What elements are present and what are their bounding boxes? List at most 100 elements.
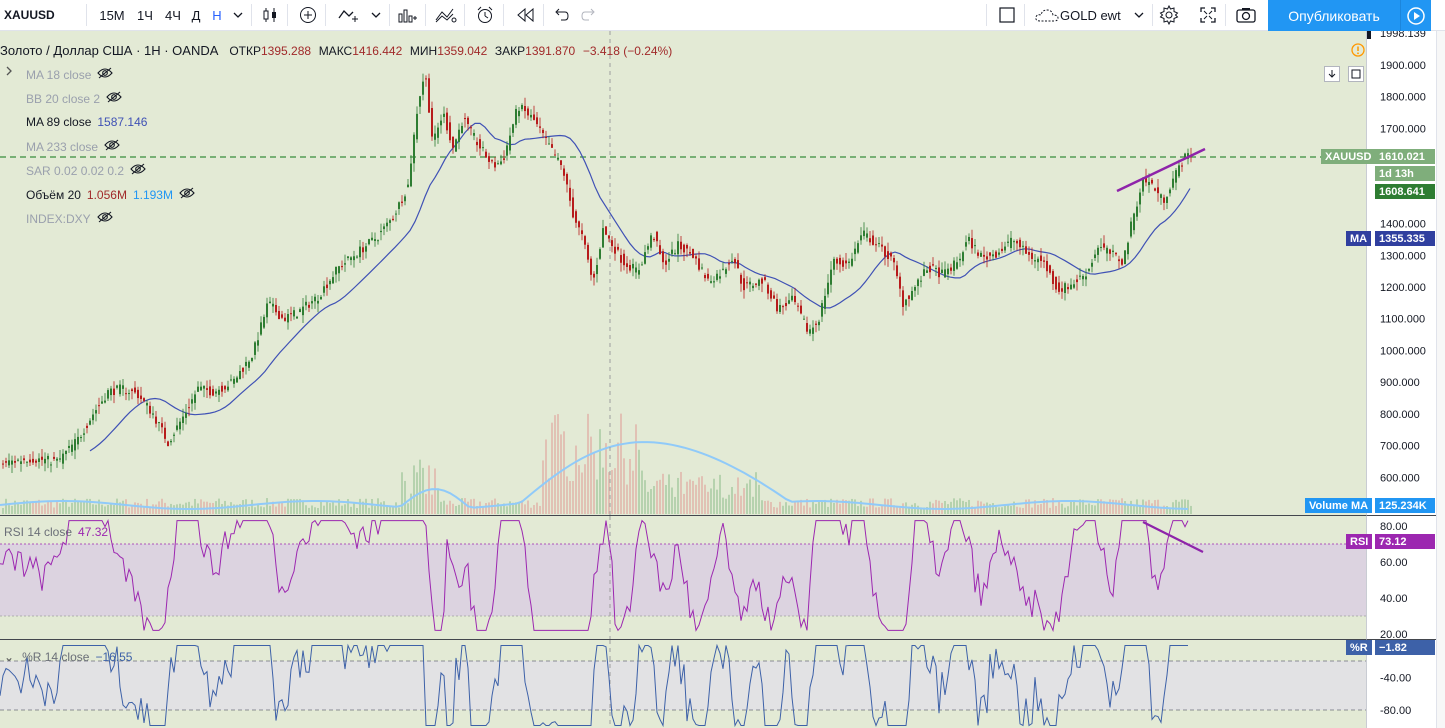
candle-body <box>275 304 277 313</box>
volume-bar <box>1187 499 1189 514</box>
open-value: 1395.288 <box>261 44 312 58</box>
volume-bar <box>1133 504 1135 514</box>
volume-bar <box>458 504 460 514</box>
indicator-legend-row[interactable]: MA 18 close <box>26 67 114 82</box>
candle-body <box>401 201 403 203</box>
candle-body <box>563 168 565 176</box>
candle-body <box>1136 206 1138 217</box>
cloud-icon[interactable] <box>1032 0 1062 30</box>
candle-body <box>389 220 391 223</box>
volume-bar <box>743 488 745 514</box>
candle-body <box>1088 268 1090 271</box>
indicator-legend-row[interactable]: INDEX:DXY <box>26 211 113 226</box>
volume-bar <box>935 499 937 514</box>
interval-d[interactable]: Д <box>191 7 201 23</box>
volume-bar <box>311 505 313 514</box>
scroll-to-realtime-icon[interactable] <box>1324 66 1340 82</box>
replay-icon[interactable] <box>512 0 538 30</box>
volume-bar <box>710 488 712 514</box>
volume-bar <box>464 498 466 514</box>
indicator-legend-row[interactable]: MA 233 close <box>26 139 120 154</box>
chevron-down-icon[interactable] <box>367 0 385 30</box>
hidden-eye-icon[interactable] <box>106 91 122 106</box>
chevron-down-icon[interactable] <box>229 0 247 30</box>
candle-body <box>743 278 745 291</box>
volume-bar <box>230 502 232 514</box>
volume-bar <box>104 506 106 514</box>
warning-icon[interactable] <box>1351 43 1365 60</box>
collapse-legend-icon[interactable] <box>5 66 13 79</box>
redo-icon[interactable] <box>578 0 600 30</box>
candle-body <box>1154 188 1156 191</box>
main-chart-pane[interactable] <box>0 31 1366 515</box>
collapse-wr-icon[interactable]: ⌄ <box>4 650 15 664</box>
indicator-legend-row[interactable]: MA 89 close 1587.146 <box>26 115 147 129</box>
volume-bar <box>35 501 37 514</box>
candle-body <box>542 129 544 134</box>
interval-1h[interactable]: 1Ч <box>137 7 153 23</box>
candles-icon[interactable] <box>258 0 282 30</box>
alert-icon[interactable] <box>472 0 498 30</box>
volume-bar <box>383 501 385 514</box>
candle-body <box>596 265 598 275</box>
volume-bar <box>773 506 775 514</box>
interval-15m[interactable]: 15М <box>99 7 125 23</box>
candle-body <box>362 247 364 253</box>
volume-bar <box>5 498 7 514</box>
rsi-pane[interactable] <box>0 515 1366 639</box>
volume-bar <box>578 465 580 514</box>
indicators-icon[interactable] <box>334 0 364 30</box>
indicator-legend-row[interactable]: BB 20 close 2 <box>26 91 122 106</box>
templates-icon[interactable] <box>432 0 460 30</box>
hidden-eye-icon[interactable] <box>179 187 195 202</box>
volume-bar <box>134 502 136 514</box>
hidden-eye-icon[interactable] <box>104 139 120 154</box>
candle-body <box>911 291 913 300</box>
volume-bar <box>26 500 28 514</box>
candle-body <box>329 280 331 285</box>
candle-body <box>977 252 979 256</box>
indicator-legend-row[interactable]: SAR 0.02 0.02 0.2 <box>26 163 146 178</box>
publish-button[interactable]: Опубликовать <box>1268 0 1400 31</box>
interval-4h[interactable]: 4Ч <box>165 7 181 23</box>
rsi-axis-tick: 60.00 <box>1380 557 1408 569</box>
candle-body <box>269 301 271 304</box>
compare-add-icon[interactable] <box>296 0 320 30</box>
candle-body <box>311 301 313 304</box>
volume-bar <box>32 501 34 514</box>
maximize-pane-icon[interactable] <box>1348 66 1364 82</box>
price-chart[interactable] <box>0 31 1366 515</box>
play-icon[interactable] <box>1400 0 1431 31</box>
interval-w[interactable]: Н <box>212 7 222 23</box>
candle-body <box>608 235 610 239</box>
chevron-down-icon[interactable] <box>1130 0 1148 30</box>
candle-body <box>122 385 124 389</box>
undo-icon[interactable] <box>550 0 572 30</box>
candle-body <box>800 305 802 314</box>
hidden-eye-icon[interactable] <box>130 163 146 178</box>
gear-icon[interactable] <box>1156 0 1182 30</box>
candle-body <box>32 458 34 463</box>
candle-body <box>899 276 901 289</box>
volume-bar <box>485 503 487 514</box>
right-scrollbar[interactable] <box>1436 31 1445 728</box>
camera-icon[interactable] <box>1232 0 1260 30</box>
layout-name[interactable]: GOLD ewt <box>1060 7 1121 23</box>
hidden-eye-icon[interactable] <box>97 67 114 82</box>
price-axis[interactable]: 1998.1391900.0001800.0001700.0001600.000… <box>1366 31 1436 515</box>
indicator-label: SAR 0.02 0.02 0.2 <box>26 163 125 178</box>
candle-body <box>239 370 241 380</box>
volume-bar <box>575 445 577 514</box>
hidden-eye-icon[interactable] <box>96 211 113 226</box>
indicator-legend-row[interactable]: Объём 20 1.056M 1.193M <box>26 187 195 202</box>
volume-bar <box>689 479 691 514</box>
williams-r-pane[interactable] <box>0 639 1366 728</box>
candle-body <box>686 244 688 249</box>
financials-icon[interactable] <box>394 0 420 30</box>
fullscreen-select-icon[interactable] <box>994 0 1020 30</box>
candle-body <box>92 414 94 421</box>
symbol-search[interactable]: XAUUSD <box>4 8 55 22</box>
volume-bar <box>944 500 946 514</box>
fullscreen-icon[interactable] <box>1195 0 1221 30</box>
candle-body <box>593 273 595 278</box>
